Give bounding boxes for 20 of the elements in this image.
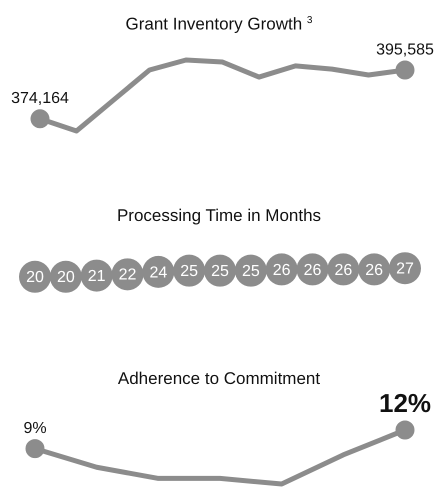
data-label: 25 [211, 263, 229, 280]
chart-title: Grant Inventory Growth $^{3}$ [124, 14, 314, 36]
data-label: 12% [378, 388, 432, 418]
data-label: 9% [23, 420, 47, 438]
data-label: 26 [304, 262, 322, 279]
data-label: 25 [180, 263, 198, 280]
data-label: 26 [365, 262, 384, 279]
data-label: 26 [334, 262, 352, 279]
data-label: 22 [118, 266, 136, 284]
data-label: 26 [272, 262, 291, 279]
data-label: 20 [56, 269, 75, 286]
chart-title: Adherence to Commitment [116, 368, 322, 390]
data-label: 21 [88, 268, 106, 285]
data-label: 374,164 [11, 90, 70, 108]
data-label: 395,585 [376, 41, 434, 58]
data-label: 27 [396, 260, 414, 278]
data-label: 24 [149, 264, 168, 282]
text: Processing Time in Months [116, 205, 322, 227]
data-label: 25 [242, 263, 260, 280]
data-label: 20 [26, 269, 44, 286]
